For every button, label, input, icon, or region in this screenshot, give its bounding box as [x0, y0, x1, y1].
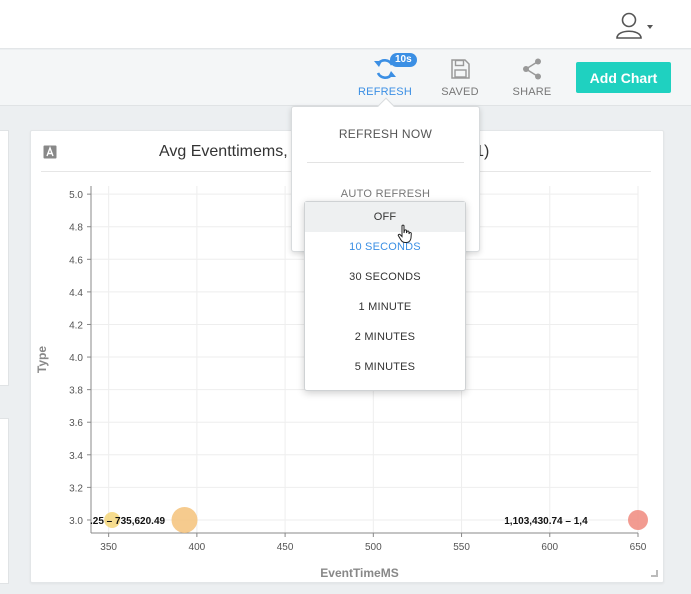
x-tick-label: 450 [277, 542, 294, 553]
top-bar [0, 0, 691, 49]
popover-divider [307, 162, 464, 163]
y-tick-label: 4.4 [69, 288, 83, 299]
y-tick-label: 4.2 [69, 320, 83, 331]
refresh-label: REFRESH [358, 86, 412, 98]
y-tick-label: 4.0 [69, 353, 83, 364]
data-point [628, 509, 648, 530]
refresh-button[interactable]: 10s REFRESH [353, 53, 417, 103]
add-chart-button[interactable]: Add Chart [576, 62, 671, 93]
interval-option-off[interactable]: OFF [305, 202, 465, 232]
left-panel-bottom [0, 418, 9, 584]
data-point [171, 506, 198, 533]
chart-type-icon[interactable] [43, 145, 57, 159]
x-axis-label: EventTimeMS [320, 566, 398, 580]
toolbar: 10s REFRESH SAVED SHARE Add Chart [0, 50, 691, 106]
interval-option-30-seconds[interactable]: 30 SECONDS [349, 271, 421, 283]
save-icon [451, 59, 470, 79]
interval-option-1-minute[interactable]: 1 MINUTE [358, 301, 412, 313]
user-icon [616, 12, 642, 39]
user-menu-button[interactable] [614, 10, 658, 40]
resize-handle[interactable] [651, 570, 658, 577]
saved-button[interactable]: SAVED [428, 57, 492, 103]
y-tick-label: 3.8 [69, 386, 83, 397]
share-label: SHARE [512, 86, 552, 98]
interval-option-10-seconds[interactable]: 10 SECONDS [349, 241, 421, 253]
hand-pointer-icon [397, 224, 412, 243]
x-tick-label: 350 [100, 542, 117, 553]
x-tick-label: 400 [189, 542, 206, 553]
auto-refresh-label: AUTO REFRESH [340, 188, 431, 200]
y-tick-label: 4.6 [69, 255, 83, 266]
share-button[interactable]: SHARE [500, 57, 564, 103]
data-point [104, 511, 121, 528]
share-icon [523, 58, 541, 80]
y-tick-label: 5.0 [69, 190, 83, 201]
refresh-interval-badge: 10s [390, 53, 417, 67]
y-tick-label: 3.2 [69, 483, 83, 494]
x-tick-label: 600 [541, 542, 558, 553]
y-tick-label: 4.8 [69, 223, 83, 234]
saved-label: SAVED [441, 86, 479, 98]
y-tick-label: 3.0 [69, 516, 83, 527]
x-tick-label: 550 [453, 542, 470, 553]
y-tick-label: 3.4 [69, 451, 83, 462]
x-tick-label: 500 [365, 542, 382, 553]
data-label: 1,103,430.74 – 1,4 [504, 516, 588, 527]
chart-title-left: Avg Eventtimems, [159, 143, 288, 160]
auto-refresh-dropdown: OFF 10 SECONDS 30 SECONDS 1 MINUTE 2 MIN… [304, 201, 466, 391]
x-tick-label: 650 [630, 542, 647, 553]
y-axis-label: Type [35, 346, 49, 373]
chevron-down-icon [647, 25, 653, 29]
left-panel-top [0, 130, 9, 386]
interval-option-2-minutes[interactable]: 2 MINUTES [354, 331, 416, 343]
refresh-now-button[interactable]: REFRESH NOW [338, 127, 433, 141]
interval-option-5-minutes[interactable]: 5 MINUTES [354, 361, 416, 373]
y-tick-label: 3.6 [69, 418, 83, 429]
scatter-chart: 3.0 3.2 3.4 3.6 3.8 4.0 4.2 4.4 4.6 4.8 5.0 350 400 4… [35, 186, 648, 580]
data-label: .25 – 735,620.49 [90, 516, 166, 527]
